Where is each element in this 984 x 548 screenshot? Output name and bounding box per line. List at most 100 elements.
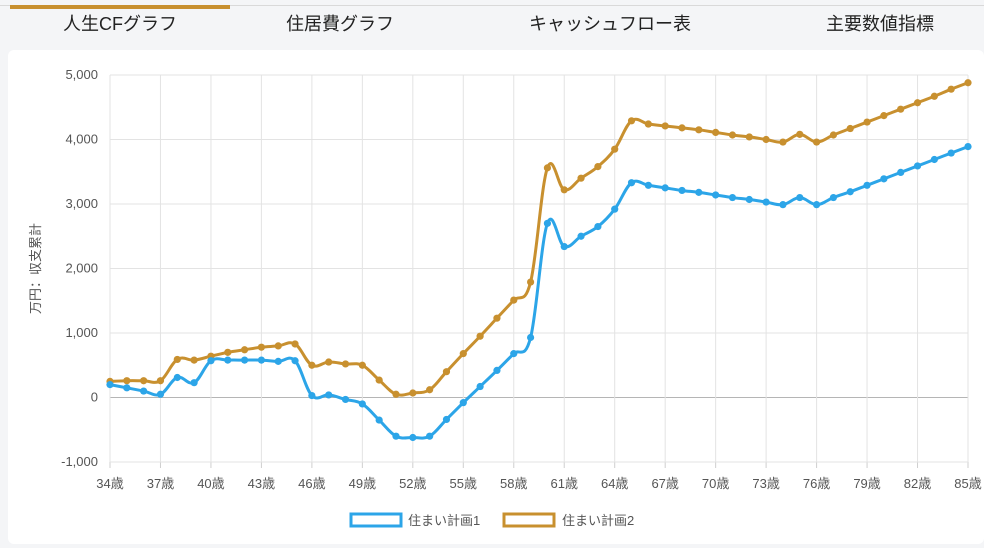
data-point-series2[interactable] — [325, 358, 333, 366]
data-point-series1[interactable] — [459, 399, 467, 407]
data-point-series1[interactable] — [577, 232, 585, 240]
data-point-series1[interactable] — [897, 168, 905, 176]
data-point-series2[interactable] — [796, 130, 804, 138]
data-point-series1[interactable] — [341, 395, 350, 404]
data-point-series1[interactable] — [392, 432, 400, 440]
data-point-series2[interactable] — [829, 131, 838, 139]
data-point-series1[interactable] — [913, 162, 922, 170]
data-point-series2[interactable] — [947, 85, 955, 93]
data-point-series1[interactable] — [190, 379, 198, 387]
data-point-series1[interactable] — [476, 382, 484, 391]
data-point-series1[interactable] — [274, 357, 282, 365]
data-point-series2[interactable] — [695, 126, 703, 134]
data-point-series1[interactable] — [409, 433, 417, 442]
data-point-series2[interactable] — [257, 343, 266, 351]
data-point-series2[interactable] — [964, 79, 972, 87]
data-point-series1[interactable] — [543, 219, 552, 227]
data-point-series1[interactable] — [156, 390, 165, 398]
data-point-series2[interactable] — [712, 128, 720, 137]
data-point-series1[interactable] — [442, 415, 451, 424]
data-point-series2[interactable] — [930, 92, 938, 100]
data-point-series2[interactable] — [880, 112, 888, 120]
data-point-series2[interactable] — [526, 278, 535, 286]
data-point-series1[interactable] — [678, 186, 686, 195]
data-point-series1[interactable] — [375, 416, 383, 424]
data-point-series1[interactable] — [526, 333, 535, 342]
tab-key-indicators[interactable]: 主要数値指標 — [826, 14, 934, 34]
tab-cashflow-table[interactable]: キャッシュフロー表 — [529, 14, 691, 34]
data-point-series2[interactable] — [274, 342, 282, 350]
data-point-series1[interactable] — [728, 193, 737, 202]
data-point-series2[interactable] — [913, 99, 922, 107]
data-point-series1[interactable] — [880, 175, 888, 183]
data-point-series2[interactable] — [173, 355, 181, 364]
data-point-series1[interactable] — [964, 142, 972, 151]
data-point-series2[interactable] — [358, 361, 366, 369]
data-point-series2[interactable] — [510, 296, 518, 304]
data-point-series1[interactable] — [560, 242, 568, 251]
data-point-series1[interactable] — [812, 201, 821, 209]
tab-housing-cost-graph[interactable]: 住居費グラフ — [286, 14, 394, 34]
data-point-series1[interactable] — [224, 356, 232, 364]
data-point-series2[interactable] — [812, 138, 821, 146]
data-point-series1[interactable] — [426, 432, 434, 440]
data-point-series2[interactable] — [140, 377, 148, 385]
data-point-series1[interactable] — [644, 181, 652, 189]
data-point-series2[interactable] — [476, 332, 484, 340]
data-point-series1[interactable] — [611, 205, 619, 213]
data-point-series1[interactable] — [207, 357, 215, 365]
data-point-series2[interactable] — [240, 346, 249, 354]
data-point-series2[interactable] — [493, 314, 501, 322]
data-point-series1[interactable] — [846, 188, 854, 196]
data-point-series2[interactable] — [661, 122, 669, 130]
data-point-series2[interactable] — [341, 360, 350, 368]
data-point-series2[interactable] — [291, 340, 299, 348]
data-point-series2[interactable] — [627, 117, 636, 125]
data-point-series1[interactable] — [661, 184, 669, 192]
tab-life-cf-graph[interactable]: 人生CFグラフ — [10, 0, 230, 44]
data-point-series2[interactable] — [728, 131, 737, 139]
data-point-series1[interactable] — [291, 357, 299, 365]
data-point-series2[interactable] — [560, 186, 568, 194]
data-point-series1[interactable] — [930, 155, 938, 164]
data-point-series2[interactable] — [409, 389, 417, 397]
legend-label-series2[interactable]: 住まい計画2 — [562, 513, 634, 528]
data-point-series1[interactable] — [257, 356, 266, 364]
data-point-series1[interactable] — [627, 179, 636, 187]
data-point-series2[interactable] — [863, 118, 871, 126]
data-point-series1[interactable] — [493, 366, 501, 375]
data-point-series1[interactable] — [325, 391, 333, 399]
data-point-series2[interactable] — [846, 124, 854, 133]
data-point-series1[interactable] — [240, 356, 249, 364]
data-point-series1[interactable] — [745, 195, 753, 204]
data-point-series1[interactable] — [510, 350, 518, 358]
data-point-series2[interactable] — [577, 174, 585, 182]
data-point-series2[interactable] — [224, 348, 232, 356]
data-point-series1[interactable] — [779, 201, 787, 209]
data-point-series1[interactable] — [829, 193, 838, 202]
data-point-series2[interactable] — [123, 377, 131, 385]
data-point-series2[interactable] — [611, 145, 619, 153]
data-point-series2[interactable] — [543, 164, 552, 172]
data-point-series1[interactable] — [358, 400, 366, 408]
data-point-series1[interactable] — [106, 381, 114, 389]
legend-label-series1[interactable]: 住まい計画1 — [408, 513, 480, 528]
data-point-series1[interactable] — [695, 188, 703, 196]
data-point-series1[interactable] — [863, 181, 871, 189]
data-point-series2[interactable] — [779, 138, 787, 146]
data-point-series2[interactable] — [762, 135, 770, 144]
data-point-series2[interactable] — [156, 377, 165, 385]
data-point-series2[interactable] — [375, 376, 383, 384]
data-point-series1[interactable] — [123, 384, 131, 392]
data-point-series1[interactable] — [762, 198, 770, 206]
data-point-series1[interactable] — [594, 222, 602, 231]
data-point-series1[interactable] — [140, 387, 148, 395]
data-point-series2[interactable] — [678, 124, 686, 132]
data-point-series1[interactable] — [796, 193, 804, 202]
data-point-series2[interactable] — [392, 390, 400, 398]
data-point-series1[interactable] — [173, 373, 181, 382]
data-point-series2[interactable] — [459, 350, 467, 358]
data-point-series2[interactable] — [442, 368, 451, 376]
data-point-series1[interactable] — [308, 391, 316, 400]
data-point-series2[interactable] — [308, 361, 316, 369]
